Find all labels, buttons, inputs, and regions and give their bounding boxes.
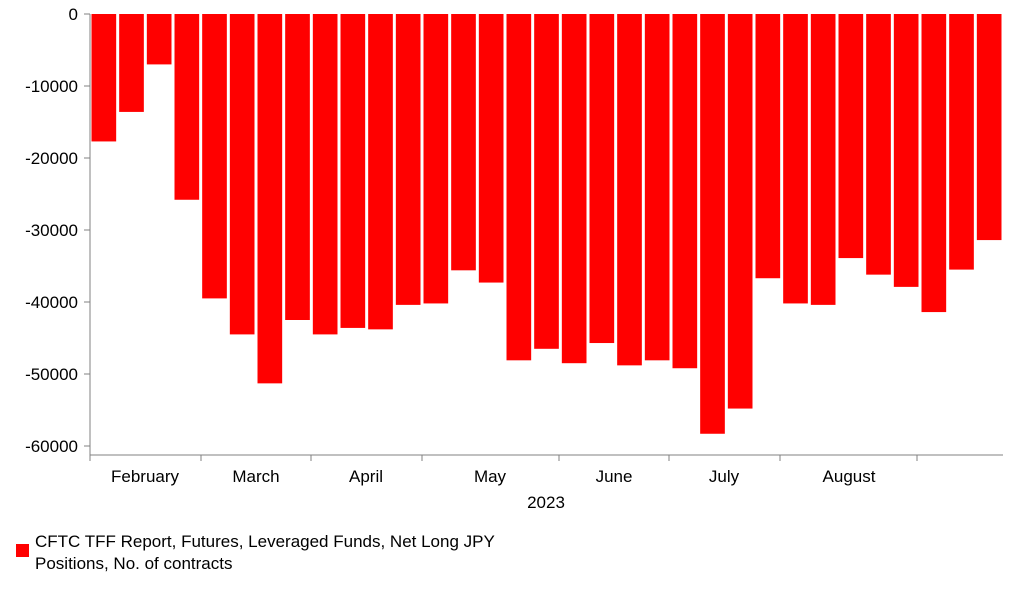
bars-group	[91, 14, 1002, 434]
bar	[451, 14, 476, 271]
bar	[866, 14, 891, 275]
legend-label: CFTC TFF Report, Futures, Leveraged Fund…	[35, 532, 495, 573]
bar	[202, 14, 227, 299]
x-tick-label: May	[474, 467, 507, 486]
y-tick-label: -30000	[25, 221, 78, 240]
legend-swatch	[16, 544, 29, 557]
y-tick-label: -10000	[25, 77, 78, 96]
x-tick-label: February	[111, 467, 180, 486]
x-axis: February March April May June July August	[89, 455, 918, 486]
bar	[368, 14, 393, 330]
bar	[700, 14, 725, 434]
bar	[783, 14, 808, 304]
bar	[119, 14, 144, 112]
bar	[921, 14, 947, 313]
y-axis: 0 -10000 -20000 -30000 -40000 -50000 -60000	[25, 5, 90, 456]
bar	[340, 14, 366, 328]
bar	[976, 14, 1002, 241]
bar	[312, 14, 338, 335]
bar	[893, 14, 919, 287]
bar	[589, 14, 615, 344]
bar	[395, 14, 421, 305]
bar	[672, 14, 698, 369]
y-tick-label: -20000	[25, 149, 78, 168]
bar	[257, 14, 283, 384]
bar	[285, 14, 310, 320]
bar	[478, 14, 504, 283]
x-axis-label: 2023	[527, 493, 565, 512]
bar	[146, 14, 172, 65]
bar	[561, 14, 587, 364]
y-tick-label: -40000	[25, 293, 78, 312]
bar	[229, 14, 255, 335]
bar	[617, 14, 642, 366]
y-tick-label: -60000	[25, 437, 78, 456]
y-tick-label: 0	[69, 5, 78, 24]
bar	[727, 14, 753, 409]
bar	[423, 14, 449, 304]
bar	[534, 14, 559, 349]
y-tick-label: -50000	[25, 365, 78, 384]
x-tick-label: August	[823, 467, 876, 486]
bar	[506, 14, 532, 361]
bar	[755, 14, 781, 279]
bar	[91, 14, 117, 142]
x-tick-label: April	[349, 467, 383, 486]
x-tick-label: March	[232, 467, 279, 486]
x-tick-label: July	[709, 467, 740, 486]
x-tick-label: June	[596, 467, 633, 486]
bar	[810, 14, 836, 305]
bar	[949, 14, 974, 270]
bar	[838, 14, 864, 259]
legend: CFTC TFF Report, Futures, Leveraged Fund…	[16, 531, 555, 575]
bar	[174, 14, 200, 200]
bar	[644, 14, 670, 361]
